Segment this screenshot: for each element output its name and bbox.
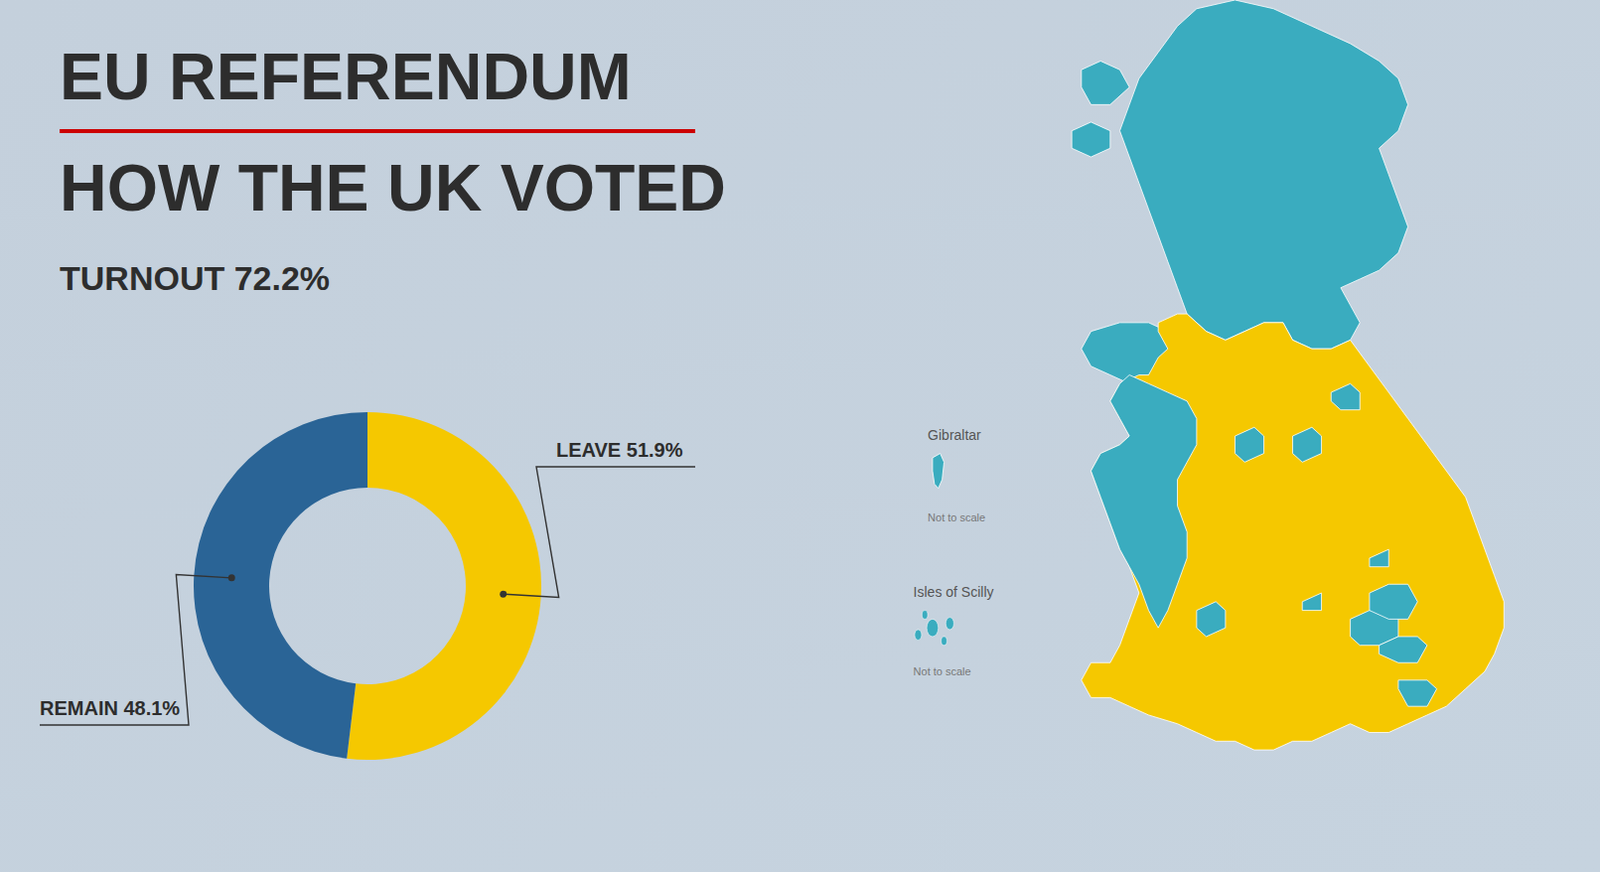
map-island	[1071, 122, 1111, 157]
data-label: LEAVE 51.9%	[556, 438, 684, 461]
subtitle: HOW THE UK VOTED	[59, 150, 727, 225]
inset-note: Not to scale	[913, 665, 972, 678]
map-scilly	[945, 617, 954, 630]
map-city	[1196, 601, 1226, 637]
inset-note: Not to scale	[927, 511, 986, 524]
chart: EU REFERENDUM HOW THE UK VOTED TURNOUT 72.…	[0, 0, 1600, 872]
map-city	[1379, 636, 1428, 663]
map-scilly	[921, 610, 928, 620]
map-scilly	[926, 618, 939, 637]
map-scilly	[914, 629, 922, 641]
leader-line	[503, 466, 696, 598]
map-city	[1330, 383, 1360, 410]
map-city	[1398, 680, 1438, 707]
donut-slice	[346, 412, 542, 760]
map-scilly	[941, 636, 948, 646]
map-wales	[1090, 375, 1196, 629]
map-island	[1081, 60, 1130, 105]
map-scotland	[1120, 0, 1409, 349]
donut	[193, 412, 542, 760]
title-divider	[59, 129, 696, 134]
donut-slice	[193, 412, 368, 759]
inset-label: Gibraltar	[927, 427, 982, 443]
map-city	[1369, 583, 1418, 619]
inset-label: Isles of Scilly	[913, 583, 995, 600]
map-city	[1235, 427, 1265, 462]
title: EU REFERENDUM	[59, 39, 632, 114]
background	[0, 0, 1600, 872]
map-city	[1302, 592, 1321, 611]
leader-dot	[228, 574, 236, 582]
map-city	[1293, 427, 1322, 462]
leader-line	[39, 574, 232, 726]
map-gibraltar	[932, 453, 945, 489]
leader-dot	[499, 590, 507, 598]
map-city	[1369, 549, 1389, 568]
turnout: TURNOUT 72.2%	[59, 259, 330, 297]
data-label: REMAIN 48.1%	[39, 697, 180, 720]
map-england	[1081, 313, 1504, 750]
map	[914, 0, 1504, 750]
